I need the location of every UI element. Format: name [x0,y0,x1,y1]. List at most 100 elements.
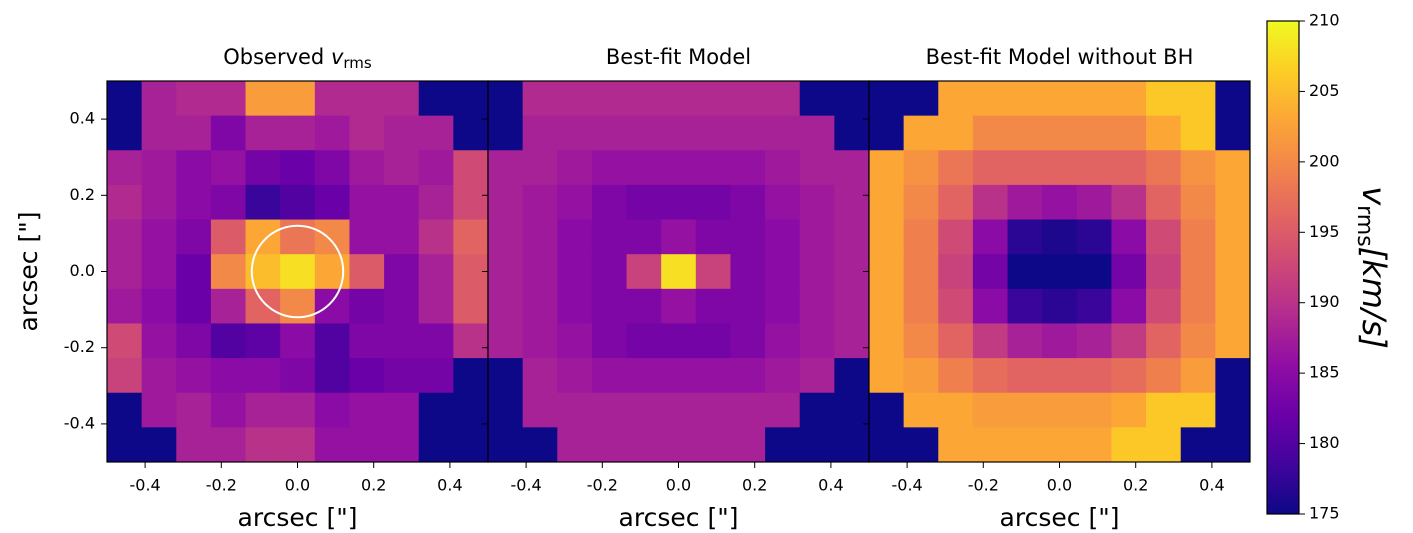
heatmap-cell [314,81,350,117]
heatmap-cell [938,150,974,186]
heatmap-cell [210,219,247,255]
heatmap-cell [314,323,350,359]
heatmap-cell [245,288,281,324]
heatmap-cell [453,219,489,255]
heatmap-cell [557,358,593,394]
heatmap-cell [453,427,489,463]
heatmap-cell [522,219,558,255]
heatmap-cell [384,358,420,394]
heatmap-cell [626,81,662,117]
heatmap-cell [591,81,628,117]
x-tick-label: 0.2 [361,476,386,495]
heatmap-cell [384,219,420,255]
heatmap-cell [1215,184,1251,221]
heatmap-cell [1180,115,1216,151]
heatmap-cell [972,184,1009,221]
heatmap-cell [765,392,801,428]
heatmap-cell [349,427,385,463]
heatmap-cell [869,150,905,186]
heatmap-cell [488,358,524,394]
colorbar-symbol: v [1355,186,1393,206]
heatmap-cell [730,254,766,290]
heatmap-cell [141,219,177,255]
heatmap-cell [626,358,662,394]
heatmap-cell [107,150,143,186]
title-text: Best-fit Model without BH [926,45,1194,69]
heatmap-cell [591,254,628,290]
heatmap-cell [1111,254,1147,290]
heatmap-cell [349,81,385,117]
x-tick-label: -0.4 [891,476,922,495]
heatmap-cell [1111,81,1147,117]
heatmap-cell [1111,358,1147,394]
heatmap-cell [626,392,662,428]
heatmap-cell [349,254,385,290]
heatmap-cell [626,115,662,151]
heatmap-cell [661,150,697,186]
heatmap-cell [730,392,766,428]
heatmap-cell [522,81,558,117]
heatmap-cell [1076,323,1112,359]
heatmap-cell [384,150,420,186]
heatmap-cell [1111,392,1147,428]
heatmap-cell [972,219,1009,255]
heatmap-cell [591,288,628,324]
heatmap-cell [1007,427,1043,463]
heatmap-cell [557,184,593,221]
heatmap-cell [210,81,247,117]
heatmap-cell [1146,288,1182,324]
heatmap-cell [938,81,974,117]
x-axis-label: arcsec ["] [238,503,358,532]
heatmap-cell [488,392,524,428]
heatmap-cell [141,358,177,394]
heatmap-cell [141,115,177,151]
heatmap-cell [210,288,247,324]
colorbar-tick-label: 190 [1309,292,1340,311]
heatmap-cell [245,358,281,394]
heatmap-cell [1076,115,1112,151]
heatmap-cell [938,219,974,255]
heatmap-cell [1215,323,1251,359]
heatmap-cell [730,358,766,394]
x-tick-label: -0.2 [968,476,999,495]
title-text: Observed [223,45,324,69]
heatmap-cell [141,427,177,463]
heatmap-cell [314,184,350,221]
heatmap-cell [141,150,177,186]
heatmap-cell [799,150,835,186]
heatmap-cell [107,288,143,324]
heatmap-cell [210,150,247,186]
heatmap-cell [141,392,177,428]
heatmap-cell [938,115,974,151]
heatmap-cell [418,219,454,255]
heatmap-cell [245,323,281,359]
heatmap-cell [661,254,697,290]
x-tick-label: -0.2 [587,476,618,495]
heatmap-cell [418,254,454,290]
heatmap-cell [280,288,316,324]
heatmap-cell [869,115,905,151]
heatmap-cell [1042,150,1078,186]
heatmap-cell [176,392,212,428]
panel-title: Observed vrms [223,45,372,72]
heatmap-cell [245,392,281,428]
heatmap-cell [418,358,454,394]
heatmap-cell [1146,358,1182,394]
heatmap-cell [488,427,524,463]
heatmap-cell [1111,427,1147,463]
heatmap-cell [488,323,524,359]
heatmap-cell [522,115,558,151]
heatmap-cell [557,427,593,463]
heatmap-cell [107,358,143,394]
x-tick-label: 0.0 [1047,476,1072,495]
heatmap-cell [903,358,939,394]
y-tick-label: -0.4 [64,413,95,432]
heatmap-cell [1007,184,1043,221]
heatmap-cell [384,323,420,359]
heatmap-cell [972,392,1009,428]
heatmap-cell [210,115,247,151]
heatmap-cell [1215,150,1251,186]
heatmap-cell [384,184,420,221]
heatmap-cell [661,427,697,463]
heatmap-cell [972,358,1009,394]
